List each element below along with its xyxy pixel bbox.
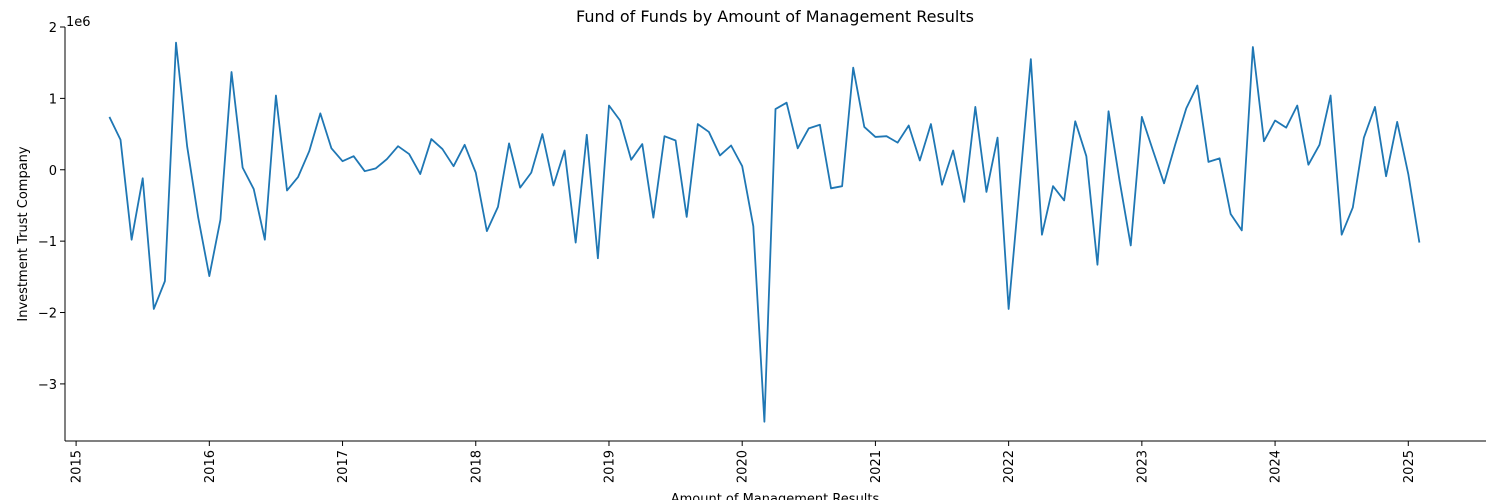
y-tick-label: −1 bbox=[38, 235, 57, 250]
x-tick-label: 2024 bbox=[1269, 450, 1284, 483]
y-tick-label: −3 bbox=[38, 378, 57, 393]
y-offset-label: 1e6 bbox=[66, 15, 91, 30]
x-tick-label: 2022 bbox=[1002, 450, 1017, 483]
x-tick-label: 2018 bbox=[469, 450, 484, 483]
x-tick-label: 2015 bbox=[70, 450, 85, 483]
series-line bbox=[108, 41, 1421, 423]
x-tick-label: 2021 bbox=[869, 450, 884, 483]
x-ticks: 2015 2016 2017 2018 2019 2020 2021 2022 2023 2024… bbox=[70, 441, 1417, 483]
x-tick-label: 2025 bbox=[1402, 450, 1417, 483]
y-axis-label: Investment Trust Company bbox=[16, 146, 31, 322]
y-ticks: −3 −2 −1 0 1 2 bbox=[38, 21, 65, 393]
y-tick-label: −2 bbox=[38, 307, 57, 322]
x-tick-label: 2017 bbox=[336, 450, 351, 483]
y-tick-label: 2 bbox=[49, 21, 57, 36]
x-tick-label: 2023 bbox=[1135, 450, 1150, 483]
chart-title: Fund of Funds by Amount of Management Re… bbox=[576, 7, 974, 26]
y-tick-label: 0 bbox=[49, 164, 57, 179]
x-axis-label: Amount of Management Results bbox=[671, 492, 880, 500]
x-tick-label: 2016 bbox=[203, 450, 218, 483]
x-tick-label: 2019 bbox=[602, 450, 617, 483]
y-tick-label: 1 bbox=[49, 92, 57, 107]
x-tick-label: 2020 bbox=[736, 450, 751, 483]
